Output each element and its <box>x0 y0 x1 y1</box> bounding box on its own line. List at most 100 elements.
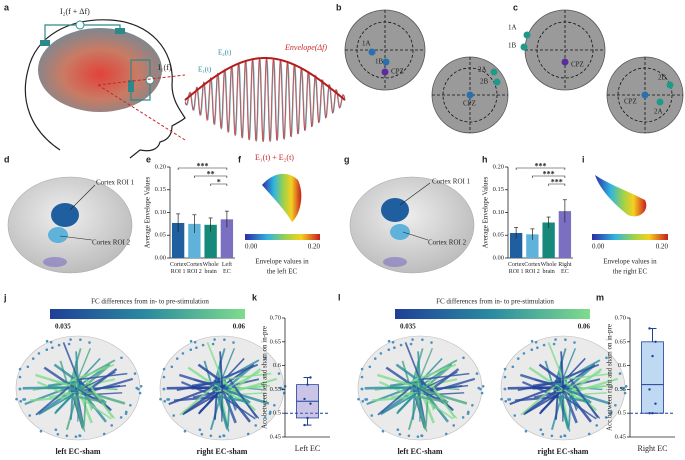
connection <box>35 384 73 416</box>
node <box>67 342 71 346</box>
node <box>232 341 235 344</box>
node <box>189 339 193 343</box>
significance-bracket <box>515 167 566 170</box>
node <box>39 429 43 433</box>
electrode <box>666 81 674 89</box>
electrode-label: 2B <box>658 74 667 82</box>
node <box>387 339 391 343</box>
node <box>542 343 546 347</box>
y-tick-label: 0.00 <box>155 254 166 261</box>
connection <box>69 392 74 420</box>
panel-a: I₂(f + Δf) I₁(f) E₂(t) E₁(t) Envelope(Δf… <box>24 7 346 162</box>
x-tick-label: Cortex ROI 2 <box>524 262 540 275</box>
node <box>110 424 114 427</box>
node <box>273 403 276 407</box>
electrode <box>382 58 390 66</box>
y-tick-label: 0.45 <box>270 433 281 440</box>
colorbar-min: 0.035 <box>400 323 416 331</box>
node <box>618 372 622 375</box>
y-tick-label: 0.20 <box>155 163 166 170</box>
significance-bracket <box>194 175 228 178</box>
node <box>200 432 204 436</box>
y-tick-label: 0.10 <box>493 209 504 216</box>
connection <box>213 392 218 420</box>
ec-map <box>262 173 302 222</box>
roi-label: Cortex ROI 1 <box>432 178 471 186</box>
node <box>170 365 174 369</box>
electrode-label: 2B <box>480 78 489 86</box>
field-1: E₁(t) <box>198 66 212 74</box>
y-tick-label: 0.15 <box>493 186 504 193</box>
node <box>573 341 576 344</box>
node <box>461 416 465 419</box>
connection <box>75 395 107 404</box>
y-tick-label: 0.6 <box>618 362 627 369</box>
panel-label: h <box>482 154 488 164</box>
bar <box>558 211 572 258</box>
electrode-label: CPZ <box>624 98 637 106</box>
connection <box>377 384 415 416</box>
panel-i: 0.00 0.20 Envelope values in the right E… <box>592 175 669 276</box>
significance-label: *** <box>197 161 209 170</box>
point <box>648 327 651 330</box>
connection <box>523 387 570 416</box>
connection <box>35 373 71 387</box>
y-tick-label: 0.5 <box>273 410 281 417</box>
panel-d: Cortex ROI 1 Cortex ROI 2 <box>7 176 135 274</box>
significance-bracket <box>532 175 566 178</box>
panel-label: j <box>3 292 7 302</box>
electrode <box>381 68 389 76</box>
bar <box>204 224 217 258</box>
connection <box>166 385 226 390</box>
panel-l: FC differences from in- to pre-stimulati… <box>395 298 591 456</box>
node <box>193 340 197 344</box>
source <box>75 20 85 30</box>
colorbar-min: 0.035 <box>55 323 71 331</box>
connection <box>217 377 237 424</box>
brain-label: right EC-sham <box>538 447 589 456</box>
panel-label: k <box>252 292 258 302</box>
significance-bracket <box>210 183 228 186</box>
node <box>263 416 267 419</box>
point <box>309 376 312 379</box>
node <box>467 410 470 414</box>
electrode <box>368 48 376 56</box>
node <box>254 424 258 427</box>
panel-label: f <box>238 154 242 164</box>
point <box>306 383 309 386</box>
y-axis-label: Average Envelope Values <box>144 176 152 248</box>
node <box>539 428 543 432</box>
node <box>393 346 396 349</box>
node <box>361 399 365 403</box>
node <box>269 410 272 414</box>
node <box>370 414 374 417</box>
node <box>69 338 72 341</box>
connection <box>561 372 613 381</box>
node <box>530 339 534 343</box>
node <box>189 348 193 352</box>
node <box>78 434 81 437</box>
connection <box>561 387 611 405</box>
node <box>550 434 554 438</box>
y-tick-label: 0.20 <box>493 163 504 170</box>
point <box>303 423 306 427</box>
roi-1 <box>51 203 79 227</box>
box <box>641 341 664 414</box>
connection <box>415 395 427 430</box>
panel-b: 1A 1B CPZ 2A 2B CPZ <box>344 9 509 134</box>
significance-label: ** <box>207 169 215 178</box>
node <box>163 399 167 403</box>
node <box>37 352 41 355</box>
significance-bracket <box>548 183 566 186</box>
node <box>183 429 187 433</box>
colorbar <box>245 234 320 240</box>
node <box>563 434 566 437</box>
bar <box>188 223 201 258</box>
point <box>648 412 651 415</box>
connection <box>395 363 418 381</box>
panel-label: e <box>146 154 151 164</box>
node <box>51 346 54 349</box>
y-tick-label: 0.45 <box>615 433 626 440</box>
connection <box>572 368 603 392</box>
x-tick-label: Right EC <box>637 444 667 453</box>
